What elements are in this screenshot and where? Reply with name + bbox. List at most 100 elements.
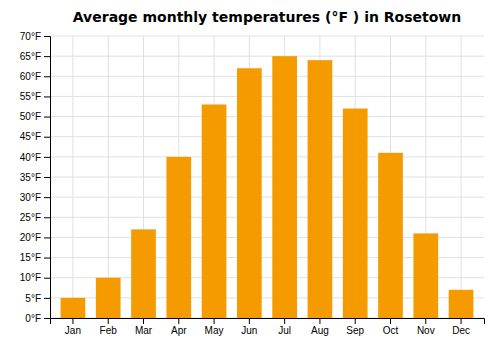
tick: 20°F [20,232,50,243]
grid-line [50,56,484,57]
tick: Feb [100,318,118,336]
tick: 30°F [20,192,50,203]
tick-mark [461,318,462,324]
tick-label: 50°F [20,111,41,122]
tick: 50°F [20,111,50,122]
grid-line [50,156,484,157]
tick-mark [44,76,50,77]
tick: 0°F [25,313,50,324]
tick-mark [44,96,50,97]
tick-mark [108,318,109,324]
tick-label: 70°F [20,31,41,42]
tick-mark [44,56,50,57]
bar [131,229,156,318]
grid-line [72,36,73,318]
tick: Jul [278,318,291,336]
tick-mark [214,318,215,324]
tick: 35°F [20,172,50,183]
tick: 5°F [25,293,50,304]
tick-mark [44,217,50,218]
tick-label: Jul [278,325,291,336]
tick: Sep [346,318,364,336]
tick-label: 25°F [20,212,41,223]
grid-line [461,36,462,318]
bar [96,278,121,318]
tick-mark [44,258,50,259]
tick-label: Jun [241,325,257,336]
tick-label: 55°F [20,91,41,102]
tick: Jan [65,318,81,336]
tick-label: 10°F [20,272,41,283]
tick: Apr [171,318,187,336]
tick-label: 30°F [20,192,41,203]
tick-mark [44,137,50,138]
tick-mark [355,318,356,324]
tick-mark [249,318,250,324]
tick: 55°F [20,91,50,102]
tick-label: Jan [65,325,81,336]
tick-mark [143,318,144,324]
tick-mark [44,298,50,299]
tick-label: 35°F [20,172,41,183]
tick: 65°F [20,51,50,62]
tick-mark [319,318,320,324]
tick-label: Apr [171,325,187,336]
tick-label: 65°F [20,51,41,62]
tick: Jun [241,318,257,336]
tick-mark [425,318,426,324]
tick-mark [44,197,50,198]
tick-mark [44,157,50,158]
title: Average monthly temperatures (°F ) in Ro… [73,9,461,25]
tick: 25°F [20,212,50,223]
grid [50,36,484,318]
bar [272,56,297,318]
grid-line [108,36,109,318]
chart: 0°F 5°F 10°F 15°F 20°F 25°F 30°F 35°F 40°F 45°F 50… [0,0,500,350]
bar [378,153,403,318]
x-axis: Jan Feb Mar Apr May Jun Jul Aug Sep Oct Nov Dec [51,318,485,336]
tick-label: Nov [417,325,435,336]
tick-label: Mar [135,325,153,336]
axis-line [51,319,485,325]
y-axis: 0°F 5°F 10°F 15°F 20°F 25°F 30°F 35°F 40°F 45°F 50… [20,31,51,324]
tick-mark [284,318,285,324]
plot: 0°F 5°F 10°F 15°F 20°F 25°F 30°F 35°F 40°F 45°F 50… [20,31,485,336]
tick-mark [178,318,179,324]
tick: 70°F [20,31,50,42]
tick: Nov [417,318,435,336]
tick: 40°F [20,152,50,163]
tick: 60°F [20,71,50,82]
tick: Aug [311,318,329,336]
tick-mark [44,36,50,37]
tick-mark [44,117,50,118]
grid-line [50,76,484,77]
tick-label: Dec [452,325,470,336]
tick-label: 5°F [25,293,41,304]
tick-label: 20°F [20,232,41,243]
tick-mark [44,278,50,279]
tick: 15°F [20,252,50,263]
tick-mark [72,318,73,324]
grid-line [50,197,484,198]
tick: May [205,318,224,336]
tick: Mar [135,318,153,336]
tick-label: 40°F [20,152,41,163]
tick-label: Sep [346,325,364,336]
bars [61,56,474,318]
axis-line [44,37,51,319]
tick: 10°F [20,272,50,283]
bar [413,233,438,318]
grid-line [50,36,484,37]
tick: Oct [383,318,399,336]
bar [449,290,474,318]
tick: 45°F [20,131,50,142]
bar [343,109,368,318]
tick: Dec [452,318,470,336]
grid-line [50,136,484,137]
tick-label: Aug [311,325,329,336]
bar [308,60,333,318]
tick-mark [44,177,50,178]
tick-label: May [205,325,224,336]
tick-mark [44,318,50,319]
bar [61,298,86,318]
